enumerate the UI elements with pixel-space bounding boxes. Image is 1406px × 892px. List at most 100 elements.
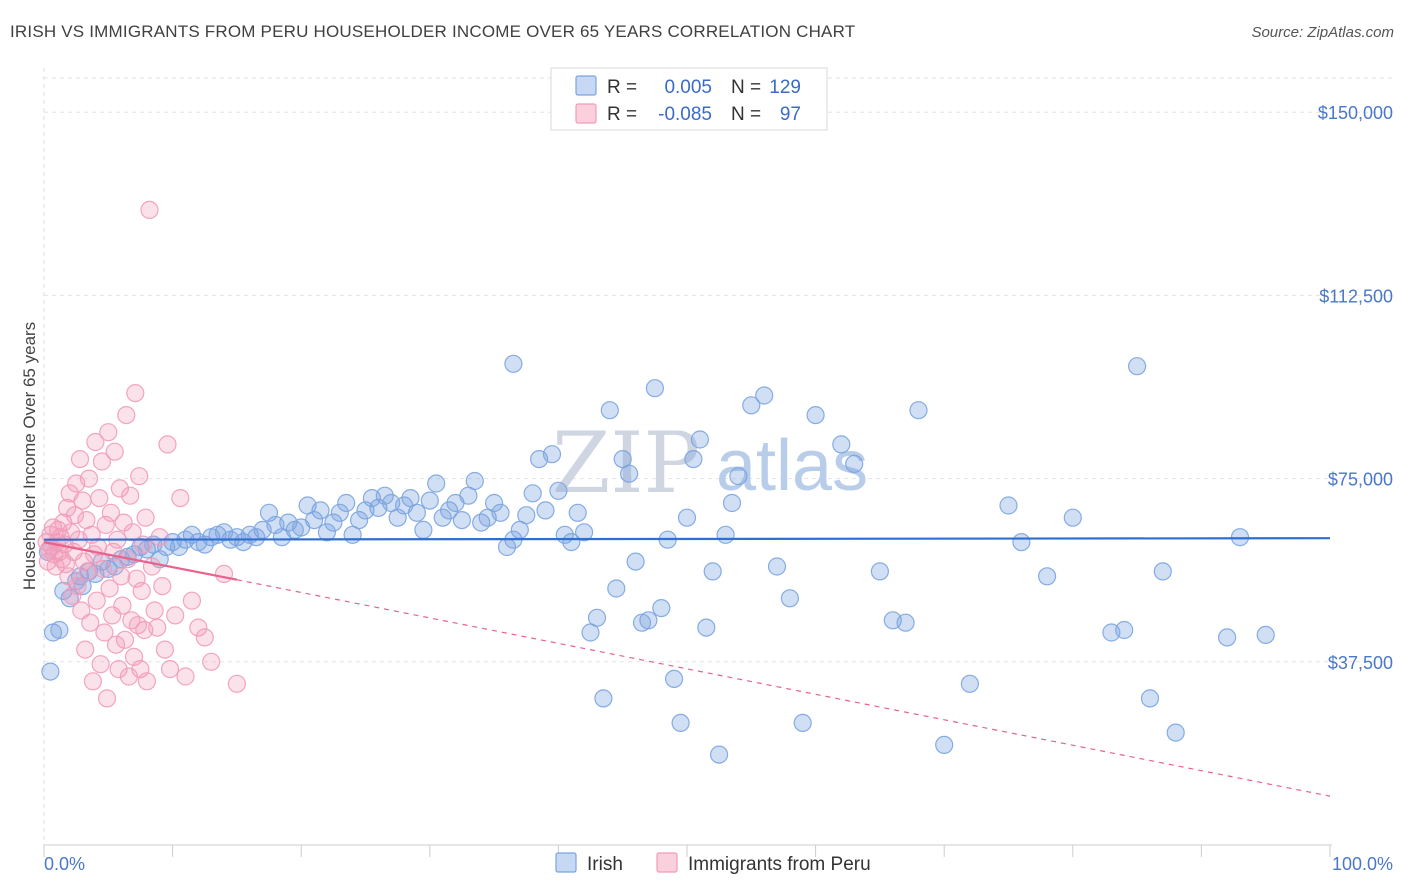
irish-point <box>337 493 356 513</box>
irish-point <box>542 445 562 464</box>
irish-point <box>440 501 459 520</box>
irish-point <box>896 613 915 632</box>
irish-point <box>755 386 774 405</box>
peru-point <box>68 576 87 596</box>
irish-point <box>407 503 426 522</box>
y-tick-label: $75,000 <box>1328 470 1393 490</box>
bottom-legend-swatch-peru <box>656 852 678 873</box>
legend-n-label-peru: N = <box>731 104 761 125</box>
y-tick-labels: $150,000 $112,500 $75,000 $37,500 <box>1318 103 1393 673</box>
peru-point <box>182 591 201 610</box>
irish-point <box>716 525 735 544</box>
peru-point <box>94 559 113 579</box>
series-peru-points <box>37 200 246 708</box>
legend-r-value-peru: -0.085 <box>658 104 712 125</box>
irish-point <box>1217 628 1237 647</box>
legend-swatch-peru <box>575 103 597 124</box>
peru-point <box>214 564 234 584</box>
peru-point <box>160 659 180 679</box>
peru-point <box>65 506 85 525</box>
irish-point <box>350 510 369 530</box>
irish-point <box>247 528 266 547</box>
irish-point <box>639 611 658 630</box>
peru-point <box>74 552 94 571</box>
irish-point <box>935 735 954 755</box>
irish-point <box>742 396 761 415</box>
x-ticks <box>43 845 1331 857</box>
irish-point <box>1256 625 1275 645</box>
irish-point <box>465 471 484 491</box>
peru-point <box>63 586 82 605</box>
irish-point <box>1153 562 1172 581</box>
irish-point <box>324 513 343 532</box>
peru-trend-line <box>43 541 238 581</box>
irish-point <box>909 401 928 420</box>
peru-point <box>91 655 110 674</box>
peru-point <box>117 406 136 425</box>
irish-point <box>536 501 555 520</box>
y-tick-label: $150,000 <box>1318 103 1393 123</box>
peru-point <box>105 442 124 461</box>
peru-point <box>83 672 103 691</box>
peru-point <box>106 635 126 654</box>
irish-point <box>1012 532 1031 552</box>
peru-point <box>87 591 106 610</box>
peru-point <box>112 567 131 586</box>
irish-point <box>600 401 619 420</box>
peru-point <box>57 498 77 517</box>
peru-point <box>148 618 167 637</box>
bottom-legend-label-peru: Immigrants from Peru <box>688 854 871 875</box>
chart-source: Source: ZipAtlas.com <box>1251 24 1394 41</box>
peru-point <box>123 523 142 542</box>
irish-point <box>690 430 710 449</box>
irish-point <box>311 501 330 520</box>
peru-trend-line-extension <box>236 579 1331 797</box>
peru-point <box>115 630 135 649</box>
irish-point <box>594 689 613 708</box>
irish-point <box>806 406 825 425</box>
irish-point <box>703 562 722 581</box>
peru-point <box>101 503 121 522</box>
irish-point <box>330 503 349 522</box>
irish-point <box>652 598 671 618</box>
irish-point <box>420 491 439 510</box>
x-tick-label-min: 0.0% <box>44 854 85 874</box>
series-irish-points <box>38 354 1275 764</box>
irish-point <box>845 454 864 473</box>
peru-point <box>90 489 109 508</box>
peru-point <box>136 508 155 527</box>
irish-point <box>375 486 394 505</box>
peru-point <box>195 628 214 647</box>
legend-n-value-irish: 129 <box>769 77 801 98</box>
irish-point <box>485 493 504 513</box>
peru-point <box>78 562 97 581</box>
chart-title: IRISH VS IMMIGRANTS FROM PERU HOUSEHOLDE… <box>10 22 856 41</box>
peru-point <box>189 618 208 637</box>
irish-point <box>574 523 594 542</box>
irish-point <box>1115 620 1134 640</box>
peru-point <box>73 491 92 510</box>
peru-point <box>171 489 190 508</box>
legend-swatch-irish <box>575 75 597 96</box>
irish-point <box>414 520 433 540</box>
legend-n-value-peru: 97 <box>780 104 801 125</box>
peru-point <box>126 384 145 403</box>
peru-point <box>121 486 140 505</box>
irish-point <box>549 481 568 500</box>
legend-n-label-irish: N = <box>731 77 761 98</box>
bottom-legend-swatch-irish <box>555 852 577 873</box>
irish-point <box>664 669 684 689</box>
y-tick-label: $112,500 <box>1319 286 1393 306</box>
peru-point <box>145 601 164 620</box>
irish-point <box>729 467 748 486</box>
irish-point <box>960 674 980 693</box>
x-tick-label-max: 100.0% <box>1332 854 1393 874</box>
irish-point <box>697 618 716 637</box>
peru-point <box>153 576 172 596</box>
peru-point <box>97 689 117 708</box>
peru-point <box>176 667 195 686</box>
legend-r-value-irish: 0.005 <box>664 77 712 98</box>
irish-point <box>1037 567 1057 586</box>
y-tick-label: $37,500 <box>1328 653 1393 673</box>
bottom-legend-label-irish: Irish <box>587 854 623 875</box>
